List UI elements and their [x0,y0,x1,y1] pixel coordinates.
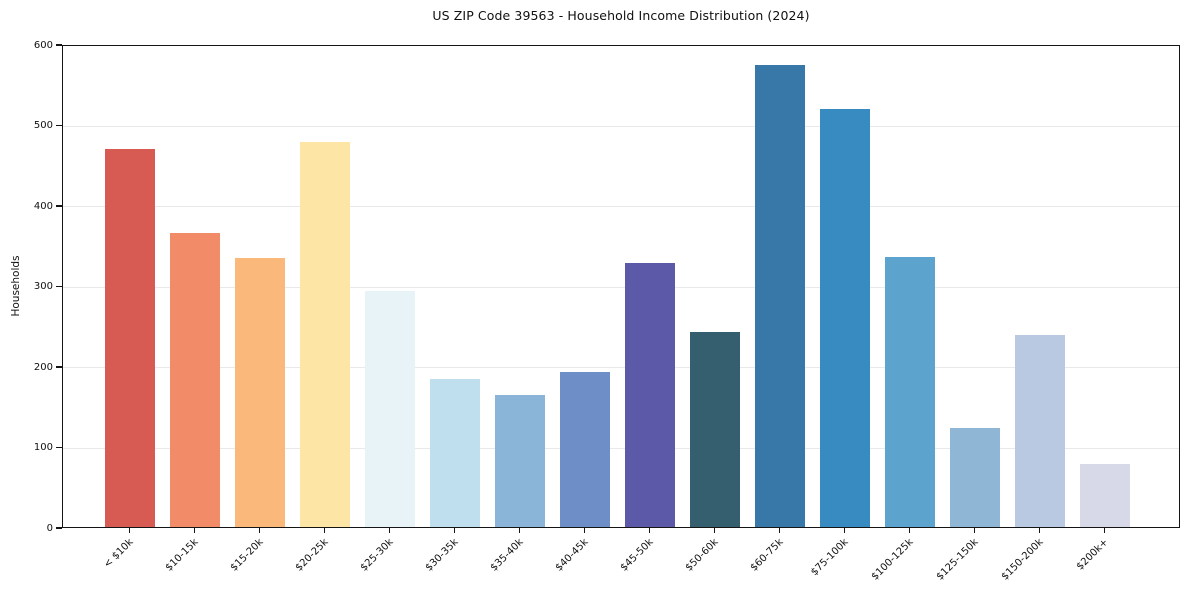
gridline-y-100 [62,447,1180,449]
x-tick-4 [388,528,391,533]
y-tick-0 [56,527,62,529]
x-tick-6 [518,528,521,533]
bar-3 [299,142,350,528]
x-tick-1 [193,528,196,533]
x-tick-0 [128,528,131,533]
x-tick-13 [973,528,976,533]
x-tick-2 [258,528,261,533]
gridline-y-400 [62,206,1180,207]
bar-12 [884,256,935,528]
plot-area [62,45,1180,528]
bar-15 [1079,463,1130,528]
bar-11 [819,108,870,528]
x-tick-15 [1103,528,1106,533]
bar-5 [429,379,480,528]
bar-7 [559,371,610,528]
bar-4 [364,290,415,528]
x-tick-9 [713,528,716,533]
y-tick-label-600: 600 [33,39,53,51]
bar-8 [624,263,675,528]
bar-14 [1014,334,1065,528]
y-tick-label-400: 400 [33,200,53,212]
x-tick-3 [323,528,326,533]
x-tick-5 [453,528,456,533]
y-tick-100 [56,446,62,449]
bar-0 [104,148,155,528]
x-tick-14 [1038,528,1041,533]
y-tick-500 [56,124,62,127]
bar-6 [494,395,545,528]
bar-13 [949,428,1000,528]
bar-2 [234,258,285,528]
y-tick-label-500: 500 [33,120,53,131]
y-tick-label-200: 200 [33,361,53,373]
x-tick-8 [648,528,651,533]
x-tick-7 [583,528,586,533]
y-tick-400 [56,205,62,207]
gridline-y-300 [62,286,1180,288]
x-tick-label-0: < $10k [101,536,136,571]
y-tick-300 [56,285,62,288]
bar-9 [689,331,740,528]
y-tick-label-300: 300 [33,281,53,292]
y-tick-200 [56,366,62,368]
gridline-y-500 [62,125,1180,127]
x-tick-10 [778,528,781,533]
bar-10 [754,65,805,528]
x-tick-11 [843,528,846,533]
y-tick-label-0: 0 [46,522,53,534]
y-tick-label-100: 100 [33,442,53,453]
chart-title: US ZIP Code 39563 - Household Income Dis… [432,8,810,23]
x-tick-12 [908,528,911,533]
bar-1 [169,233,220,528]
gridline-y-200 [62,367,1180,368]
y-tick-600 [56,44,62,46]
